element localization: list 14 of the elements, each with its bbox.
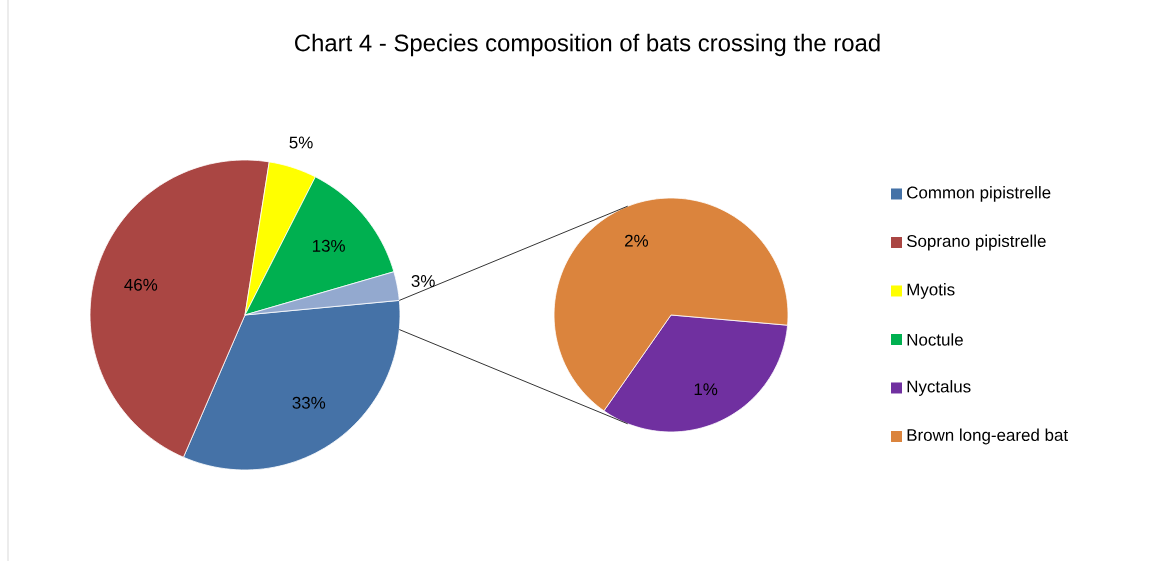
data-label: 13% bbox=[312, 239, 345, 252]
data-label: 46% bbox=[124, 278, 158, 291]
data-label: 33% bbox=[292, 396, 326, 409]
legend-label: Common pipistrelle bbox=[907, 186, 1051, 202]
data-label: 1% bbox=[694, 383, 718, 396]
data-label: 3% bbox=[411, 275, 435, 287]
legend-label: Noctule bbox=[907, 333, 963, 346]
legend-label: Nyctalus bbox=[907, 380, 971, 396]
legend-label: Soprano pipistrelle bbox=[906, 234, 1046, 251]
legend-label: Myotis bbox=[907, 283, 955, 299]
data-label: 5% bbox=[289, 136, 313, 149]
chart-title: Chart 4 - Species composition of bats crossing the road bbox=[295, 33, 880, 57]
data-label: 2% bbox=[625, 234, 649, 247]
legend-label: Brown long-eared bat bbox=[907, 428, 1068, 445]
